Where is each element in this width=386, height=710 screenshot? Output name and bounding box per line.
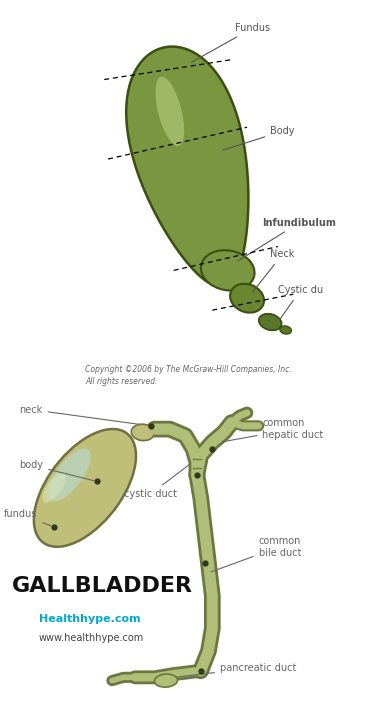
Text: Infundibulum: Infundibulum — [238, 218, 336, 261]
Text: Copyright ©2006 by The McGraw-Hill Companies, Inc.
All rights reserved.: Copyright ©2006 by The McGraw-Hill Compa… — [85, 365, 292, 386]
Text: pancreatic duct: pancreatic duct — [176, 662, 296, 677]
Text: Neck: Neck — [252, 249, 295, 292]
Ellipse shape — [42, 474, 66, 503]
Text: Cystic du: Cystic du — [278, 285, 323, 320]
Text: Fundus: Fundus — [191, 23, 271, 62]
Text: Healthhype.com: Healthhype.com — [39, 613, 140, 623]
Text: body: body — [19, 460, 94, 481]
Text: common
bile duct: common bile duct — [211, 536, 301, 572]
Text: common
hepatic duct: common hepatic duct — [223, 418, 324, 442]
Ellipse shape — [131, 424, 154, 441]
Text: fundus: fundus — [4, 509, 51, 526]
Ellipse shape — [49, 449, 90, 501]
Ellipse shape — [230, 284, 264, 312]
Text: www.healthhype.com: www.healthhype.com — [39, 633, 144, 643]
Ellipse shape — [201, 250, 254, 290]
Ellipse shape — [154, 674, 178, 687]
Ellipse shape — [34, 429, 136, 547]
Ellipse shape — [259, 314, 281, 330]
Text: cystic duct: cystic duct — [124, 464, 191, 499]
Polygon shape — [126, 47, 248, 287]
Ellipse shape — [280, 326, 291, 334]
Text: neck: neck — [19, 405, 148, 425]
Text: GALLBLADDER: GALLBLADDER — [12, 576, 193, 596]
Ellipse shape — [156, 77, 184, 146]
Text: Body: Body — [223, 126, 295, 151]
